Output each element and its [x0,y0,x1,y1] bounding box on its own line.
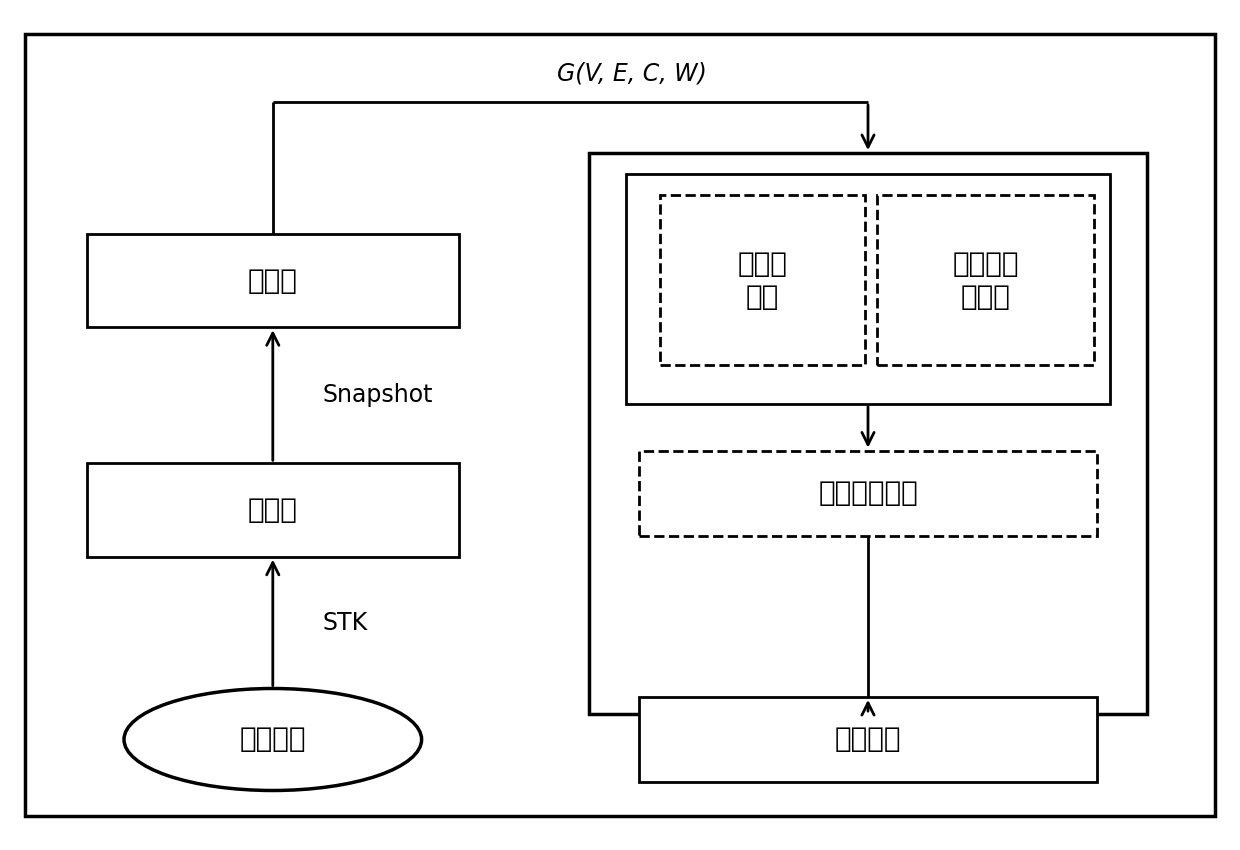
Text: STK: STK [322,610,367,635]
Bar [87,463,459,557]
Text: 性能分析: 性能分析 [835,726,901,753]
Text: Snapshot: Snapshot [322,383,433,407]
Bar [639,450,1097,536]
Text: 中断待处
理数据: 中断待处 理数据 [952,250,1019,311]
Ellipse shape [124,688,422,790]
Text: 连接图: 连接图 [248,496,298,524]
Bar [589,153,1147,714]
Text: 弹性路由算法: 弹性路由算法 [818,479,918,507]
Bar [87,234,459,327]
Text: G(V, E, C, W): G(V, E, C, W) [558,61,707,85]
Text: 卫星参数: 卫星参数 [239,726,306,753]
Text: 时变图: 时变图 [248,267,298,294]
Text: 源节点
数据: 源节点 数据 [738,250,787,311]
Bar [626,174,1110,404]
Bar [639,697,1097,782]
Bar [878,196,1095,366]
Bar [660,196,866,366]
